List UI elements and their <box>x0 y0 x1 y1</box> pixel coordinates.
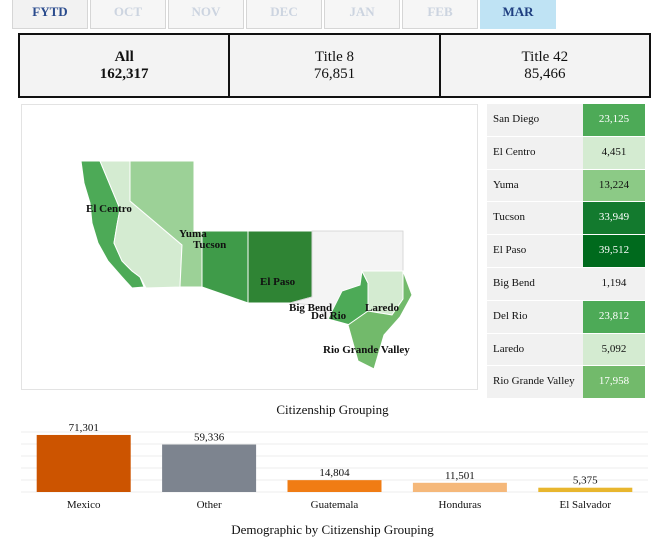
bar-guatemala[interactable] <box>287 480 382 492</box>
map-label-tucson: Tucson <box>193 239 226 251</box>
map-label-laredo: Laredo <box>365 302 400 314</box>
bar-mexico[interactable] <box>36 434 131 492</box>
section-title: Demographic by Citizenship Grouping <box>231 522 434 537</box>
category-label: Mexico <box>67 499 101 511</box>
chart-title: Citizenship Grouping <box>276 402 389 417</box>
sector-name: Tucson <box>487 202 583 235</box>
sector-row-laredo[interactable]: Laredo 5,092 <box>487 333 645 367</box>
bar-value-label: 59,336 <box>194 432 225 444</box>
citizenship-bar-chart: 71,301 Mexico 59,336 Other 14,804 Guatemala 11… <box>21 422 648 511</box>
map-label-big-bend: Big Bend <box>289 302 332 314</box>
sector-row-del-rio[interactable]: Del Rio 23,812 <box>487 300 645 334</box>
sector-row-tucson[interactable]: Tucson 33,949 <box>487 202 645 236</box>
bar-honduras[interactable] <box>412 482 507 492</box>
sector-name: Rio Grande Valley <box>487 366 583 399</box>
card-title42-label: Title 42 <box>521 48 569 65</box>
map-label-yuma: Yuma <box>179 228 207 240</box>
tab-mar[interactable]: MAR <box>480 0 556 29</box>
category-label: Other <box>197 499 222 511</box>
card-title8-value: 76,851 <box>313 65 356 82</box>
sector-row-big-bend[interactable]: Big Bend 1,194 <box>487 267 645 301</box>
sector-value: 13,224 <box>583 169 645 202</box>
bar-value-label: 71,301 <box>69 422 99 434</box>
map-region-el-paso[interactable] <box>247 230 313 304</box>
month-tabs: FYTD OCT NOV DEC JAN FEB MAR <box>12 0 558 30</box>
sector-value: 33,949 <box>583 202 645 235</box>
map-label-rio-grande-valley: Rio Grande Valley <box>323 344 410 356</box>
tab-jan[interactable]: JAN <box>324 0 400 29</box>
sector-name: El Paso <box>487 235 583 267</box>
card-title42[interactable]: Title 42 85,466 <box>438 35 649 96</box>
sector-row-el-paso[interactable]: El Paso 39,512 <box>487 235 645 268</box>
map-region-rio-grande-valley[interactable] <box>347 270 413 370</box>
map-label-el-paso: El Paso <box>260 276 296 288</box>
category-label: Guatemala <box>311 499 359 511</box>
category-label: El Salvador <box>559 499 611 511</box>
sector-row-el-centro[interactable]: El Centro 4,451 <box>487 136 645 170</box>
map-label-el-centro: El Centro <box>86 203 132 215</box>
sector-name: San Diego <box>487 104 583 136</box>
sector-value: 39,512 <box>583 235 645 267</box>
sector-value: 5,092 <box>583 333 645 366</box>
sector-name: Yuma <box>487 169 583 202</box>
sector-name: Laredo <box>487 333 583 366</box>
map-label-del-rio: Del Rio <box>311 310 347 322</box>
tab-nov[interactable]: NOV <box>168 0 244 29</box>
bar-value-label: 11,501 <box>445 470 475 482</box>
sector-value: 17,958 <box>583 366 645 399</box>
sector-value: 23,125 <box>583 104 645 136</box>
sector-name: Del Rio <box>487 300 583 333</box>
card-all-value: 162,317 <box>99 65 149 82</box>
category-label: Honduras <box>439 499 482 511</box>
sector-map: El Centro Yuma Tucson El Paso Big Bend D… <box>21 104 478 390</box>
bar-value-label: 14,804 <box>319 467 350 479</box>
summary-cards: All 162,317 Title 8 76,851 Title 42 85,4… <box>18 33 651 98</box>
bar-other[interactable] <box>162 444 257 492</box>
bar-el-salvador[interactable] <box>538 487 633 492</box>
card-all-label: All <box>114 48 134 65</box>
sector-value: 4,451 <box>583 136 645 169</box>
card-all[interactable]: All 162,317 <box>20 35 228 96</box>
tab-feb[interactable]: FEB <box>402 0 478 29</box>
card-title8[interactable]: Title 8 76,851 <box>228 35 438 96</box>
sector-value: 23,812 <box>583 300 645 333</box>
sector-name: Big Bend <box>487 267 583 300</box>
tab-dec[interactable]: DEC <box>246 0 322 29</box>
tab-oct[interactable]: OCT <box>90 0 166 29</box>
sector-row-yuma[interactable]: Yuma 13,224 <box>487 169 645 203</box>
bar-value-label: 5,375 <box>573 475 598 487</box>
sector-row-san-diego[interactable]: San Diego 23,125 <box>487 104 645 137</box>
card-title42-value: 85,466 <box>524 65 566 82</box>
sector-value: 1,194 <box>583 267 645 300</box>
sector-table: San Diego 23,125 El Centro 4,451 Yuma 13… <box>487 104 645 400</box>
card-title8-label: Title 8 <box>314 48 355 65</box>
sector-name: El Centro <box>487 136 583 169</box>
sector-row-rio-grande-valley[interactable]: Rio Grande Valley 17,958 <box>487 366 645 400</box>
tab-fytd[interactable]: FYTD <box>12 0 88 29</box>
